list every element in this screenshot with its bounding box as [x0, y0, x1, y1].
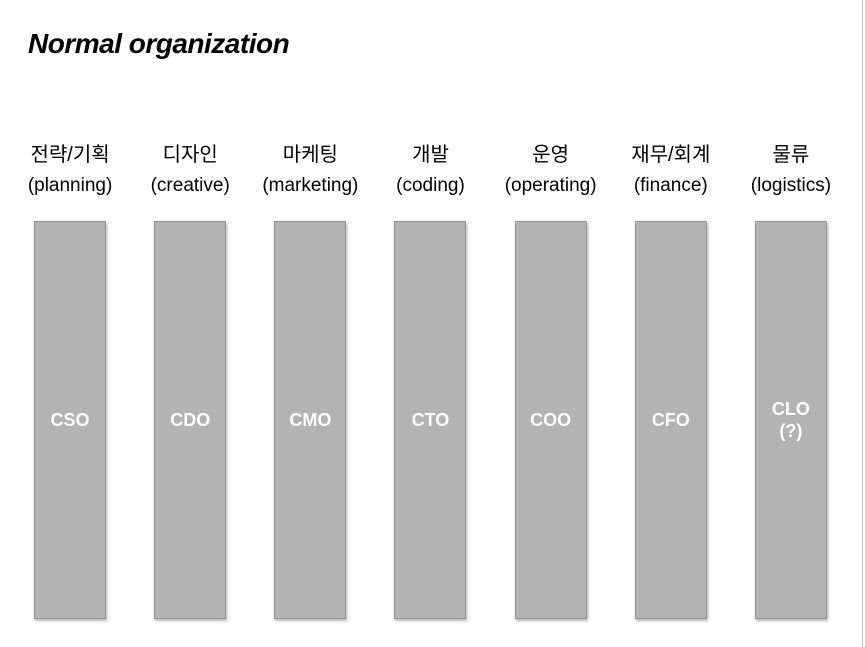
column-english-label: (creative): [150, 175, 230, 196]
window-right-edge: [862, 0, 863, 647]
column-english-label: (marketing): [262, 175, 359, 196]
org-bar: CSO: [34, 221, 107, 619]
column-korean-label: 물류: [772, 144, 810, 166]
org-column-planning: 전략/기획 (planning) CSO: [10, 140, 130, 619]
role-label: CTO: [411, 409, 450, 430]
org-column-operating: 운영 (operating) COO: [491, 140, 611, 619]
org-bar: CTO: [394, 221, 467, 619]
column-english-label: (logistics): [750, 175, 832, 196]
column-korean-label: 마케팅: [282, 144, 338, 166]
role-label: COO: [530, 409, 572, 430]
org-column-marketing: 마케팅 (marketing) CMO: [250, 140, 370, 619]
role-label: CDO: [170, 409, 211, 430]
column-korean-label: 전략/기획: [30, 144, 110, 166]
role-label: CMO: [289, 409, 332, 430]
role-label: CSO: [50, 409, 90, 430]
column-english-label: (planning): [27, 175, 113, 196]
column-english-label: (finance): [633, 175, 708, 196]
page-title: Normal organization: [28, 28, 290, 59]
org-column-creative: 디자인 (creative) CDO: [130, 140, 250, 619]
column-english-label: (operating): [504, 175, 597, 196]
column-korean-label: 운영: [532, 144, 570, 166]
role-label: CFO: [651, 409, 690, 430]
column-korean-label: 디자인: [162, 144, 218, 166]
org-column-finance: 재무/회계 (finance) CFO: [611, 140, 731, 619]
org-bar: COO: [514, 221, 587, 619]
column-korean-label: 개발: [412, 144, 449, 166]
org-bar: CDO: [154, 221, 227, 619]
org-columns: 전략/기획 (planning) CSO 디자인 (creative) CDO …: [10, 140, 851, 619]
org-bar: CLO (?): [754, 221, 827, 619]
org-column-logistics: 물류 (logistics) CLO (?): [731, 140, 851, 619]
org-bar: CFO: [634, 221, 707, 619]
role-label: CLO (?): [771, 398, 810, 442]
column-english-label: (coding): [396, 175, 465, 196]
org-column-coding: 개발 (coding) CTO: [370, 140, 490, 619]
column-korean-label: 재무/회계: [631, 144, 711, 166]
org-bar: CMO: [274, 221, 347, 619]
